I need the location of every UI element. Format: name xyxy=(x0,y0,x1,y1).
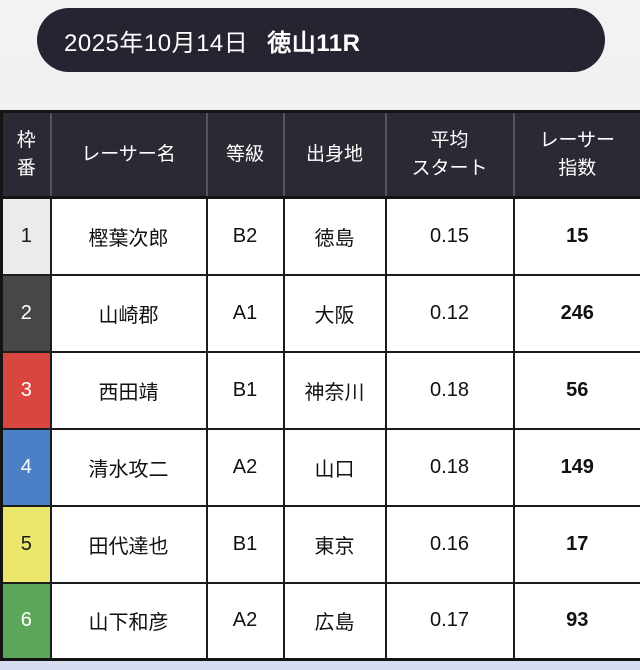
origin-cell: 徳島 xyxy=(282,196,387,276)
grade-cell: A2 xyxy=(205,581,285,661)
origin-cell: 神奈川 xyxy=(282,350,387,430)
racer-index-cell: 56 xyxy=(512,350,640,430)
grade-cell: A1 xyxy=(205,273,285,353)
origin-cell: 東京 xyxy=(282,504,387,584)
race-title: 徳山11R xyxy=(267,29,361,57)
column-header-name: レーサー名 xyxy=(49,111,208,199)
racer-name-cell: 西田靖 xyxy=(49,350,208,430)
table-row: 3 西田靖 B1 神奈川 0.18 56 xyxy=(0,350,640,430)
racer-index-cell: 17 xyxy=(512,504,640,584)
racer-table: 枠 番 レーサー名 等級 出身地 平均 スタート レーサー 指数 1 樫葉次郎 … xyxy=(0,110,640,661)
column-header-avg-start: 平均 スタート xyxy=(384,111,515,199)
avg-start-cell: 0.16 xyxy=(384,504,515,584)
grade-cell: B1 xyxy=(205,350,285,430)
frame-number-cell: 3 xyxy=(0,350,52,430)
frame-number-cell: 2 xyxy=(0,273,52,353)
table-row: 6 山下和彦 A2 広島 0.17 93 xyxy=(0,581,640,661)
table-header: 枠 番 レーサー名 等級 出身地 平均 スタート レーサー 指数 xyxy=(1,111,640,199)
racer-index-cell: 149 xyxy=(512,427,640,507)
grade-cell: B1 xyxy=(205,504,285,584)
racer-name-cell: 清水攻二 xyxy=(49,427,208,507)
table-row: 4 清水攻二 A2 山口 0.18 149 xyxy=(0,427,640,507)
avg-start-cell: 0.12 xyxy=(384,273,515,353)
race-date: 2025年10月14日 xyxy=(64,29,249,57)
frame-number-cell: 5 xyxy=(0,504,52,584)
racer-name-cell: 田代達也 xyxy=(49,504,208,584)
table-row: 2 山崎郡 A1 大阪 0.12 246 xyxy=(0,273,640,353)
racer-name-cell: 樫葉次郎 xyxy=(49,196,208,276)
origin-cell: 山口 xyxy=(282,427,387,507)
avg-start-cell: 0.17 xyxy=(384,581,515,661)
frame-number-cell: 4 xyxy=(0,427,52,507)
racer-name-cell: 山下和彦 xyxy=(49,581,208,661)
avg-start-cell: 0.18 xyxy=(384,427,515,507)
racer-index-cell: 246 xyxy=(512,273,640,353)
racer-index-cell: 15 xyxy=(512,196,640,276)
racer-name-cell: 山崎郡 xyxy=(49,273,208,353)
racer-index-cell: 93 xyxy=(512,581,640,661)
origin-cell: 広島 xyxy=(282,581,387,661)
frame-number-cell: 6 xyxy=(0,581,52,661)
column-header-index: レーサー 指数 xyxy=(512,111,640,199)
grade-cell: B2 xyxy=(205,196,285,276)
origin-cell: 大阪 xyxy=(282,273,387,353)
column-header-origin: 出身地 xyxy=(282,111,387,199)
frame-number-cell: 1 xyxy=(0,196,52,276)
grade-cell: A2 xyxy=(205,427,285,507)
column-header-grade: 等級 xyxy=(205,111,285,199)
table-row: 1 樫葉次郎 B2 徳島 0.15 15 xyxy=(0,196,640,276)
column-header-frame: 枠 番 xyxy=(1,111,52,199)
race-banner: 2025年10月14日 徳山11R xyxy=(37,8,605,72)
table-row: 5 田代達也 B1 東京 0.16 17 xyxy=(0,504,640,584)
avg-start-cell: 0.18 xyxy=(384,350,515,430)
avg-start-cell: 0.15 xyxy=(384,196,515,276)
